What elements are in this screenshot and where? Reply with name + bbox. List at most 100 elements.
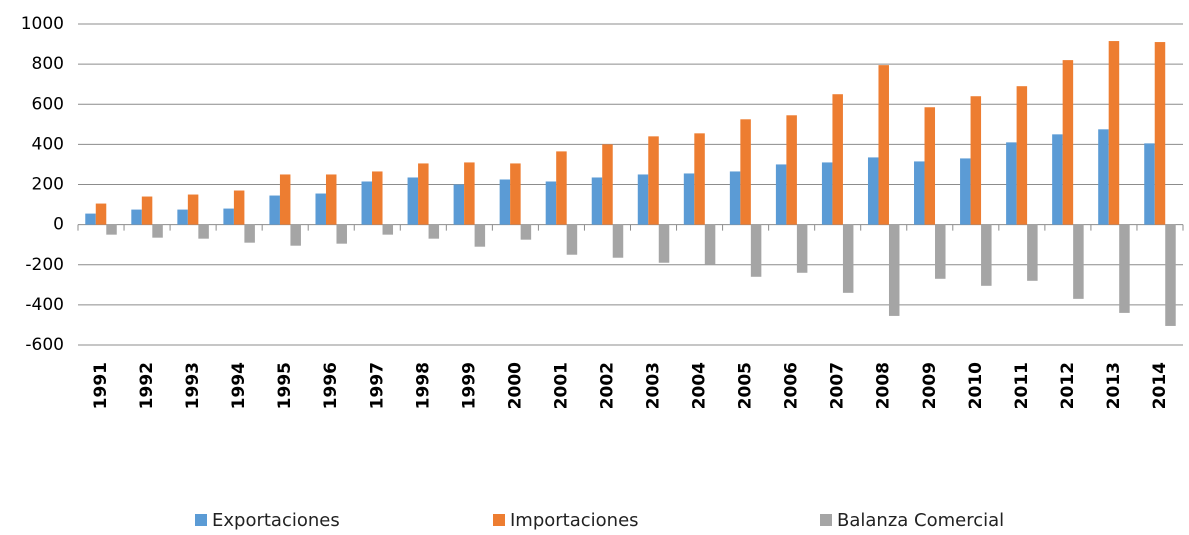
bar <box>418 163 429 225</box>
x-tick-label: 1993 <box>183 362 203 409</box>
bar <box>775 164 787 225</box>
x-tick-label: 1997 <box>367 362 387 409</box>
bar <box>499 179 511 225</box>
bar <box>131 209 142 225</box>
bar <box>325 174 337 225</box>
bar <box>545 181 557 225</box>
bar <box>970 96 982 225</box>
x-tick-label: 2003 <box>644 362 664 409</box>
bar <box>361 181 373 225</box>
bar <box>453 184 465 225</box>
bar <box>279 174 291 225</box>
bar <box>223 208 234 225</box>
x-tick-label: 1992 <box>137 362 157 409</box>
bar <box>556 151 567 225</box>
bar <box>821 162 833 225</box>
x-tick-label: 2008 <box>874 362 894 409</box>
bar <box>914 161 925 225</box>
y-tick-label: -200 <box>25 255 64 275</box>
bar <box>520 224 532 240</box>
x-tick-label: 1996 <box>321 362 341 409</box>
bar <box>842 224 854 293</box>
x-tick-label: 1991 <box>91 362 111 409</box>
bar <box>637 174 649 225</box>
bar <box>187 194 199 225</box>
bar <box>428 224 440 239</box>
bar <box>95 203 107 225</box>
bar <box>106 224 117 235</box>
bar <box>177 209 188 225</box>
bar <box>1144 143 1155 225</box>
x-tick-label: 2014 <box>1150 362 1170 409</box>
legend-swatch <box>493 514 505 526</box>
bar <box>269 195 280 225</box>
bar <box>935 224 946 279</box>
bar <box>1052 134 1063 225</box>
legend-label: Balanza Comercial <box>837 510 1004 531</box>
x-tick-label: 2006 <box>782 362 802 409</box>
y-tick-label: 400 <box>32 134 64 154</box>
bar <box>658 224 670 263</box>
bar <box>1027 224 1038 281</box>
bar <box>141 196 153 225</box>
bar <box>464 162 475 225</box>
bar <box>1062 60 1074 225</box>
bar <box>832 94 843 225</box>
bar <box>960 158 971 225</box>
bar <box>1098 129 1109 225</box>
bar <box>1016 86 1028 225</box>
x-tick-label: 2000 <box>505 362 525 409</box>
x-tick-label: 2011 <box>1012 362 1032 409</box>
y-tick-label: 800 <box>32 54 64 74</box>
bar <box>648 136 659 225</box>
bar <box>981 224 992 286</box>
bar <box>1006 142 1017 225</box>
bar <box>372 171 383 225</box>
bar <box>683 173 695 225</box>
bar <box>1154 42 1166 225</box>
bar <box>290 224 301 246</box>
x-tick-label: 2002 <box>597 362 617 409</box>
x-tick-label: 1995 <box>275 362 295 409</box>
bar <box>796 224 808 273</box>
legend-swatch <box>195 514 207 526</box>
bar <box>244 224 255 243</box>
y-tick-label: -400 <box>25 295 64 315</box>
x-tick-label: 2013 <box>1104 362 1124 409</box>
bar <box>888 224 900 316</box>
bar <box>612 224 624 258</box>
x-tick-label: 2012 <box>1058 362 1078 409</box>
x-tick-label: 2009 <box>920 362 940 409</box>
bar <box>315 193 326 225</box>
x-tick-label: 1994 <box>229 362 249 409</box>
y-tick-label: 200 <box>32 175 64 195</box>
bar <box>750 224 762 277</box>
bar <box>694 133 705 225</box>
bar <box>878 65 889 225</box>
bar <box>602 144 613 225</box>
x-tick-label: 2010 <box>966 362 986 409</box>
legend-label: Importaciones <box>510 510 639 531</box>
bar <box>510 163 521 225</box>
x-tick-label: 2001 <box>551 362 571 409</box>
bar <box>198 224 209 239</box>
y-tick-label: 0 <box>53 215 64 235</box>
bar <box>704 224 716 265</box>
bar <box>152 224 163 238</box>
bar <box>336 224 347 244</box>
x-tick-label: 1998 <box>413 362 433 409</box>
bar <box>740 119 751 225</box>
y-tick-label: -600 <box>25 335 64 355</box>
bar <box>924 107 936 225</box>
legend-label: Exportaciones <box>212 510 340 531</box>
bar <box>1165 224 1176 326</box>
legend-swatch <box>820 514 832 526</box>
bar <box>729 171 741 225</box>
bar <box>85 213 96 225</box>
x-tick-label: 2004 <box>690 362 710 409</box>
bar <box>1108 41 1120 225</box>
y-tick-label: 600 <box>32 94 64 114</box>
bar <box>867 157 879 225</box>
